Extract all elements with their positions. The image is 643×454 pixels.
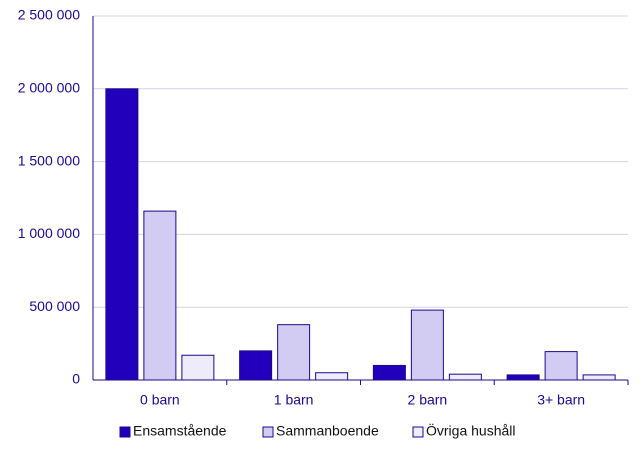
- bar: [448, 373, 482, 381]
- y-tick-label: 0: [72, 371, 80, 387]
- bar: [410, 309, 444, 381]
- x-tick-label: 2 barn: [408, 392, 448, 408]
- bar: [544, 351, 578, 381]
- bar: [105, 88, 139, 381]
- legend-label: Sammanboende: [276, 423, 379, 439]
- x-tick-label: 3+ barn: [537, 392, 585, 408]
- bar: [582, 374, 616, 381]
- legend-swatch: [412, 426, 424, 438]
- legend-label: Övriga hushåll: [426, 422, 516, 439]
- bar: [315, 372, 349, 381]
- y-tick-label: 2 000 000: [18, 80, 80, 96]
- y-tick-label: 500 000: [29, 298, 80, 314]
- x-tick-label: 0 barn: [140, 392, 180, 408]
- bar: [143, 210, 177, 381]
- bar: [277, 324, 311, 381]
- legend-swatch: [119, 426, 131, 438]
- x-tick-label: 1 barn: [274, 392, 314, 408]
- y-tick-label: 2 500 000: [18, 7, 80, 23]
- bar: [372, 364, 406, 381]
- y-tick-label: 1 500 000: [18, 152, 80, 168]
- bar: [506, 374, 540, 381]
- y-tick-label: 1 000 000: [18, 225, 80, 241]
- legend-swatch: [262, 426, 274, 438]
- bar: [239, 350, 273, 381]
- legend-label: Ensamstående: [133, 423, 227, 439]
- legend: Ensamstående Sammanboende Övriga hushåll: [119, 422, 516, 439]
- bar: [181, 354, 215, 381]
